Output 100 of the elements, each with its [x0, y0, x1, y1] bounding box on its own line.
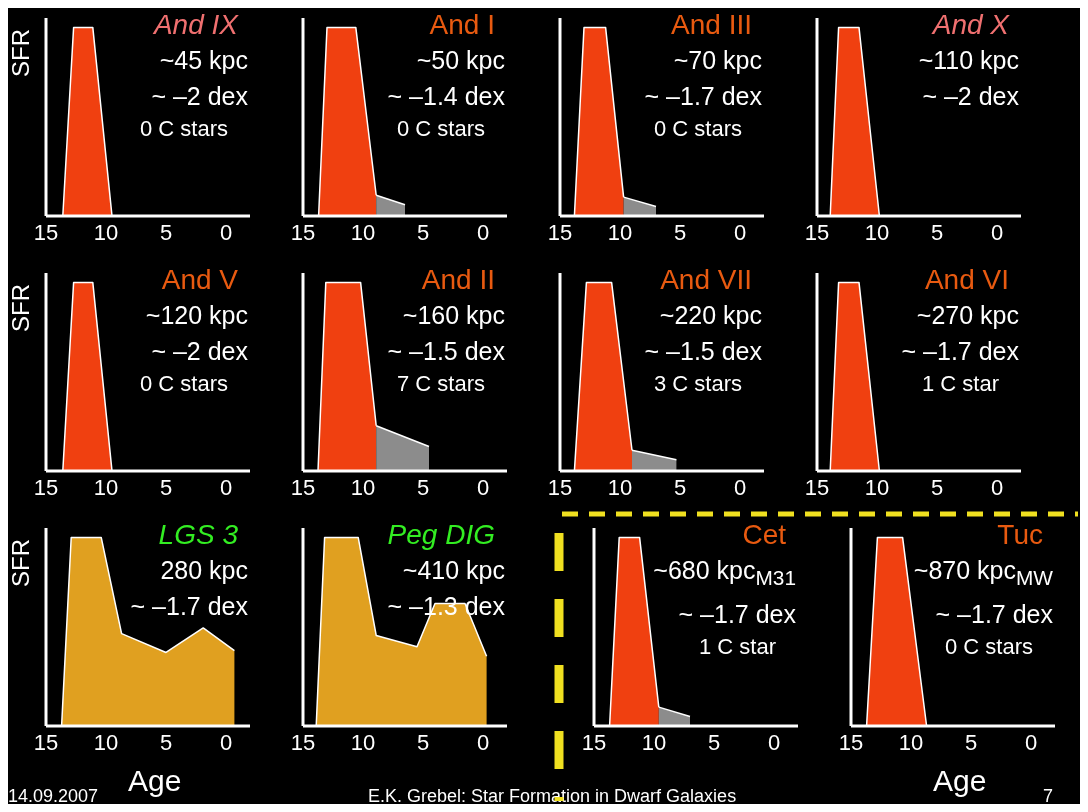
- annotation: ~ –1.7 dex: [677, 599, 797, 630]
- x-tick-label: 10: [641, 729, 667, 755]
- x-tick-label: 0: [733, 474, 747, 500]
- annotation: ~ –1.7 dex: [129, 591, 249, 622]
- x-tick-label: 15: [804, 474, 830, 500]
- chart-title: And VI: [923, 263, 1010, 297]
- annotation: ~220 kpc: [658, 300, 763, 331]
- x-tick-label: 15: [547, 474, 573, 500]
- annotation: ~ –1.7 dex: [934, 599, 1054, 630]
- annotation: ~ –1.7 dex: [643, 81, 763, 112]
- annotation: 3 C stars: [652, 370, 743, 398]
- annotation: ~410 kpc: [401, 555, 506, 586]
- annotation: ~45 kpc: [158, 45, 249, 76]
- annotation: ~ –1.7 dex: [900, 336, 1020, 367]
- x-tick-label: 15: [33, 219, 59, 245]
- annotation: ~70 kpc: [672, 45, 763, 76]
- x-tick-label: 10: [93, 474, 119, 500]
- annotation: ~50 kpc: [415, 45, 506, 76]
- x-tick-label: 10: [607, 474, 633, 500]
- x-tick-label: 15: [547, 219, 573, 245]
- x-tick-label: 10: [350, 474, 376, 500]
- chart-title: And I: [428, 8, 496, 42]
- x-tick-label: 0: [476, 219, 490, 245]
- x-tick-label: 10: [607, 219, 633, 245]
- annotation: ~680 kpc$_{M31}$: [652, 555, 797, 591]
- x-tick-label: 15: [804, 219, 830, 245]
- x-tick-label: 5: [673, 219, 687, 245]
- x-tick-label: 0: [733, 219, 747, 245]
- x-tick-label: 0: [1024, 729, 1038, 755]
- y-axis-title: SFR: [6, 539, 34, 587]
- x-tick-label: 15: [33, 729, 59, 755]
- x-tick-label: 5: [416, 219, 430, 245]
- x-tick-label: 15: [838, 729, 864, 755]
- annotation: 280 kpc: [159, 555, 249, 586]
- x-tick-label: 10: [898, 729, 924, 755]
- x-tick-label: 15: [581, 729, 607, 755]
- annotation: ~160 kpc: [401, 300, 506, 331]
- chart-title: LGS 3: [157, 518, 239, 552]
- text: 14.09.2007: [8, 786, 99, 806]
- x-axis-title: Age: [128, 764, 182, 798]
- chart-title: Peg DIG: [386, 518, 496, 552]
- x-tick-label: 5: [159, 474, 173, 500]
- x-tick-label: 10: [864, 219, 890, 245]
- annotation: 0 C stars: [652, 115, 743, 143]
- annotation: ~ –2 dex: [921, 81, 1020, 112]
- x-tick-label: 0: [476, 729, 490, 755]
- annotation: 0 C stars: [138, 370, 229, 398]
- chart-title: And II: [420, 263, 496, 297]
- x-tick-label: 5: [707, 729, 721, 755]
- annotation: ~ –1.5 dex: [643, 336, 763, 367]
- x-tick-label: 5: [416, 729, 430, 755]
- annotation: ~120 kpc: [144, 300, 249, 331]
- x-tick-label: 0: [990, 474, 1004, 500]
- annotation: ~ –2 dex: [150, 336, 249, 367]
- x-tick-label: 5: [159, 219, 173, 245]
- x-tick-label: 15: [290, 219, 316, 245]
- x-tick-label: 0: [990, 219, 1004, 245]
- text: 7: [1043, 786, 1054, 806]
- chart-title: And IX: [152, 8, 240, 42]
- chart-title: And V: [160, 263, 239, 297]
- x-tick-label: 10: [864, 474, 890, 500]
- x-tick-label: 5: [673, 474, 687, 500]
- x-tick-label: 0: [219, 474, 233, 500]
- x-tick-label: 0: [219, 729, 233, 755]
- chart-title: And VII: [659, 263, 753, 297]
- x-tick-label: 10: [350, 729, 376, 755]
- chart-title: Cet: [741, 518, 787, 552]
- x-tick-label: 5: [416, 474, 430, 500]
- x-tick-label: 5: [930, 219, 944, 245]
- y-axis-title: SFR: [6, 284, 34, 332]
- annotation: ~ –1.3 dex: [386, 591, 506, 622]
- x-tick-label: 0: [219, 219, 233, 245]
- x-tick-label: 0: [767, 729, 781, 755]
- annotation: 1 C star: [920, 370, 1000, 398]
- x-tick-label: 10: [350, 219, 376, 245]
- x-axis-title: Age: [933, 764, 987, 798]
- chart-title: Tuc: [996, 518, 1044, 552]
- annotation: ~870 kpc$_{MW}$: [912, 555, 1054, 591]
- annotation: 0 C stars: [943, 633, 1034, 661]
- x-tick-label: 15: [33, 474, 59, 500]
- annotation: ~ –1.4 dex: [386, 81, 506, 112]
- annotation: ~110 kpc: [917, 45, 1020, 76]
- annotation: 1 C star: [697, 633, 777, 661]
- y-axis-title: SFR: [6, 29, 34, 77]
- x-tick-label: 15: [290, 729, 316, 755]
- annotation: 7 C stars: [395, 370, 486, 398]
- annotation: ~270 kpc: [915, 300, 1020, 331]
- annotation: 0 C stars: [395, 115, 486, 143]
- x-tick-label: 10: [93, 219, 119, 245]
- x-tick-label: 10: [93, 729, 119, 755]
- annotation: ~ –2 dex: [150, 81, 249, 112]
- x-tick-label: 5: [964, 729, 978, 755]
- annotation: 0 C stars: [138, 115, 229, 143]
- x-tick-label: 5: [930, 474, 944, 500]
- x-tick-label: 15: [290, 474, 316, 500]
- chart-title: And III: [670, 8, 753, 42]
- annotation: ~ –1.5 dex: [386, 336, 506, 367]
- x-tick-label: 0: [476, 474, 490, 500]
- x-tick-label: 5: [159, 729, 173, 755]
- text: E.K. Grebel: Star Formation in Dwarf Galaxies: [368, 786, 737, 806]
